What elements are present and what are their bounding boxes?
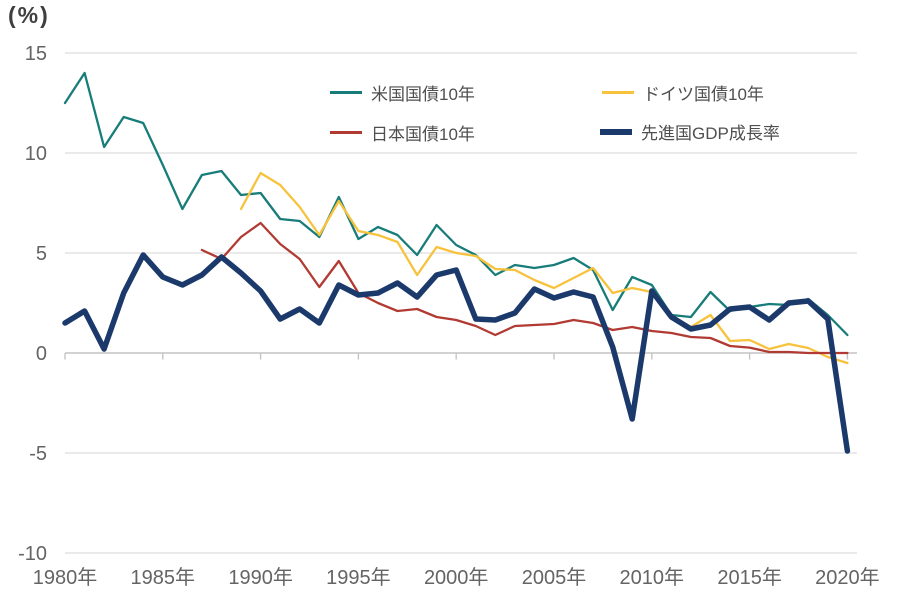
legend-item-advanced-gdp-growth: 先進国GDP成長率 <box>600 119 780 144</box>
x-tick-label: 2000年 <box>424 566 489 589</box>
y-tick-label: 10 <box>25 143 47 165</box>
chart-title: (%) <box>8 2 50 28</box>
legend-item-germany-bond: ドイツ国債10年 <box>602 80 764 105</box>
x-tick-label: 2015年 <box>717 566 782 589</box>
legend-swatch-germany-bond <box>602 91 634 94</box>
y-tick-label: 0 <box>36 343 47 365</box>
y-tick-label: -10 <box>18 543 47 565</box>
series-line-0 <box>63 71 849 337</box>
x-tick-label: 1990年 <box>228 566 293 589</box>
legend-swatch-us-bond <box>330 91 362 94</box>
x-tick-label: 1995年 <box>326 566 391 589</box>
x-tick-label: 2005年 <box>522 566 587 589</box>
y-tick-label: -5 <box>29 443 47 465</box>
legend-label-us-bond: 米国国債10年 <box>371 85 475 104</box>
legend-label-advanced-gdp-growth: 先進国GDP成長率 <box>641 124 780 143</box>
series-line-1 <box>239 171 849 365</box>
x-tick-label: 2020年 <box>815 566 880 589</box>
legend-swatch-advanced-gdp-growth <box>600 128 632 135</box>
x-tick-label: 1980年 <box>33 566 98 589</box>
x-tick-label: 1985年 <box>131 566 196 589</box>
legend-label-germany-bond: ドイツ国債10年 <box>643 85 764 104</box>
legend-item-us-bond: 米国国債10年 <box>330 80 475 105</box>
legend-item-japan-bond: 日本国債10年 <box>330 120 475 145</box>
legend-label-japan-bond: 日本国債10年 <box>371 125 475 144</box>
y-tick-label: 5 <box>36 243 47 265</box>
series-line-2 <box>200 221 849 355</box>
legend-swatch-japan-bond <box>330 131 362 134</box>
y-tick-label: 15 <box>25 43 47 65</box>
series-line-3 <box>62 252 851 454</box>
x-tick-label: 2010年 <box>620 566 685 589</box>
